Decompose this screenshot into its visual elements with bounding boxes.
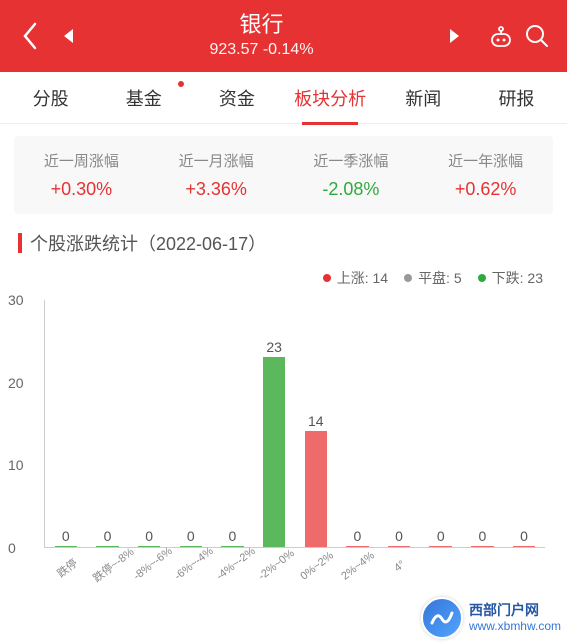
bar-value-label: 0 — [478, 528, 486, 544]
bar-rect — [305, 431, 328, 547]
bar-column: 0 — [422, 528, 460, 547]
chart-legend: 上涨: 14 平盘: 5 下跌: 23 — [0, 268, 567, 292]
tab-板块分析[interactable]: 板块分析 — [284, 85, 377, 111]
legend-dot — [404, 274, 412, 282]
bar-chart: 010203000000231400000跌停跌停~-8%-8%~-6%-6%~… — [34, 292, 553, 602]
stat-value: +3.36% — [149, 179, 284, 200]
bar-value-label: 0 — [229, 528, 237, 544]
bar-rect — [96, 546, 119, 547]
bar-value-label: 0 — [437, 528, 445, 544]
stat-value: +0.30% — [14, 179, 149, 200]
bar-rect — [388, 546, 411, 547]
bar-rect — [138, 546, 161, 547]
legend-label: 上涨: 14 — [337, 268, 388, 288]
y-tick-label: 10 — [8, 457, 24, 473]
plot-area: 0 0 0 0 0 23 14 0 0 0 0 0 — [44, 300, 545, 548]
stat-value: +0.62% — [418, 179, 553, 200]
watermark-logo — [421, 597, 463, 639]
bar-column: 14 — [297, 413, 335, 547]
title-accent-bar — [18, 233, 22, 253]
legend-dot — [323, 274, 331, 282]
bars-container: 0 0 0 0 0 23 14 0 0 0 0 0 — [45, 300, 545, 547]
bar-rect — [221, 546, 244, 547]
bar-column: 0 — [214, 528, 252, 547]
robot-icon[interactable] — [483, 23, 519, 49]
section-title-text: 个股涨跌统计（2022-06-17） — [30, 230, 266, 256]
legend-label: 平盘: 5 — [418, 268, 462, 288]
bar-value-label: 14 — [308, 413, 324, 429]
tab-资金[interactable]: 资金 — [190, 85, 283, 111]
legend-item: 下跌: 23 — [478, 268, 543, 288]
next-button[interactable] — [439, 27, 471, 45]
bar-rect — [471, 546, 494, 547]
price-value: 923.57 — [209, 41, 258, 58]
stat-value: -2.08% — [284, 179, 419, 200]
bar-value-label: 0 — [395, 528, 403, 544]
section-title: 个股涨跌统计（2022-06-17） — [18, 230, 549, 256]
stat-item: 近一季涨幅 -2.08% — [284, 150, 419, 200]
bar-value-label: 0 — [520, 528, 528, 544]
y-tick-label: 0 — [8, 540, 16, 556]
tab-基金[interactable]: 基金 — [97, 85, 190, 111]
x-axis: 跌停跌停~-8%-8%~-6%-6%~-4%-4%~-2%-2%~0%0%~2%… — [44, 552, 545, 602]
bar-column: 0 — [464, 528, 502, 547]
legend-dot — [478, 274, 486, 282]
bar-column: 23 — [255, 339, 293, 547]
stat-label: 近一季涨幅 — [284, 150, 419, 171]
bar-value-label: 0 — [187, 528, 195, 544]
watermark-text: 西部门户网 www.xbmhw.com — [469, 602, 561, 634]
legend-item: 上涨: 14 — [323, 268, 388, 288]
watermark-line1: 西部门户网 — [469, 602, 561, 618]
bar-column: 0 — [172, 528, 210, 547]
stat-item: 近一年涨幅 +0.62% — [418, 150, 553, 200]
y-tick-label: 30 — [8, 292, 24, 308]
header: 银行 923.57 -0.14% — [0, 0, 567, 72]
stat-item: 近一周涨幅 +0.30% — [14, 150, 149, 200]
tab-研报[interactable]: 研报 — [470, 85, 563, 111]
bar-rect — [513, 546, 536, 547]
bar-column: 0 — [380, 528, 418, 547]
bar-value-label: 0 — [145, 528, 153, 544]
search-icon[interactable] — [519, 23, 555, 49]
price-line: 923.57 -0.14% — [88, 39, 435, 61]
watermark: 西部门户网 www.xbmhw.com — [421, 597, 561, 639]
tab-分股[interactable]: 分股 — [4, 85, 97, 111]
tab-新闻[interactable]: 新闻 — [377, 85, 470, 111]
bar-rect — [180, 546, 203, 547]
y-tick-label: 20 — [8, 375, 24, 391]
stat-label: 近一月涨幅 — [149, 150, 284, 171]
bar-value-label: 0 — [104, 528, 112, 544]
bar-column: 0 — [130, 528, 168, 547]
page-title: 银行 — [88, 11, 435, 39]
legend-item: 平盘: 5 — [404, 268, 462, 288]
bar-rect — [429, 546, 452, 547]
period-stats: 近一周涨幅 +0.30%近一月涨幅 +3.36%近一季涨幅 -2.08% 近一年涨幅 +0… — [14, 136, 553, 214]
header-title-block: 银行 923.57 -0.14% — [88, 11, 435, 61]
stat-label: 近一年涨幅 — [418, 150, 553, 171]
bar-column: 0 — [47, 528, 85, 547]
stat-label: 近一周涨幅 — [14, 150, 149, 171]
watermark-line2: www.xbmhw.com — [469, 618, 561, 634]
bar-rect — [55, 546, 78, 547]
bar-value-label: 0 — [62, 528, 70, 544]
bar-value-label: 0 — [354, 528, 362, 544]
tabs: 分股基金资金板块分析新闻研报 — [0, 72, 567, 124]
price-change: -0.14% — [263, 41, 314, 58]
notification-dot — [178, 81, 184, 87]
bar-column: 0 — [89, 528, 127, 547]
stat-item: 近一月涨幅 +3.36% — [149, 150, 284, 200]
prev-button[interactable] — [52, 27, 84, 45]
bar-column: 0 — [505, 528, 543, 547]
legend-label: 下跌: 23 — [492, 268, 543, 288]
back-button[interactable] — [12, 21, 48, 51]
bar-rect — [263, 357, 286, 547]
bar-rect — [346, 546, 369, 547]
bar-value-label: 23 — [266, 339, 282, 355]
bar-column: 0 — [339, 528, 377, 547]
